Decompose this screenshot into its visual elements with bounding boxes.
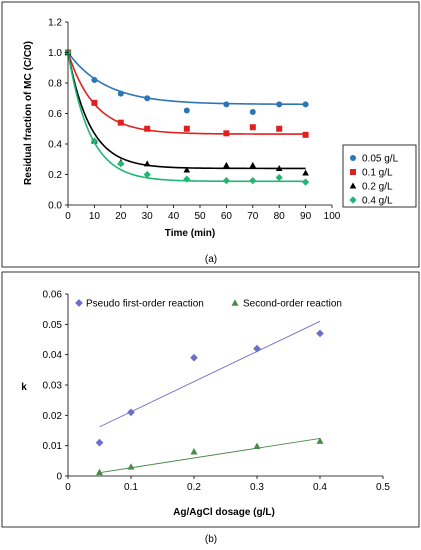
chart-a-caption: (a) (205, 254, 217, 265)
chart-b-y-tick-label: 0.02 (43, 411, 63, 422)
chart-a-data-point (276, 125, 283, 132)
chart-a-legend-label: 0.05 g/L (362, 154, 399, 165)
chart-b-y-tick-label: 0.05 (43, 320, 63, 331)
chart-a-data-point (249, 161, 257, 168)
chart-b-x-axis-title: Ag/AgCl dosage (g/L) (173, 507, 275, 518)
chart-a-x-tick-label: 10 (89, 211, 101, 222)
chart-a-y-tick-label: 0.2 (48, 170, 62, 181)
chart-b-data-point (190, 353, 198, 362)
chart-a-data-point (223, 130, 230, 137)
chart-a-x-tick-label: 80 (274, 211, 286, 222)
chart-a-x-axis-title: Time (min) (165, 228, 215, 239)
chart-b-trendline (99, 437, 321, 474)
chart-b-x-tick-label: 0.4 (313, 482, 327, 493)
chart-b-data-point (253, 344, 261, 353)
chart-a-x-tick-label: 40 (168, 211, 180, 222)
chart-b-legend-marker (231, 299, 239, 306)
chart-a-data-point (183, 107, 190, 114)
chart-b-data-point (95, 438, 104, 447)
chart-a-legend-label: 0.2 g/L (362, 182, 393, 193)
chart-a-legend-marker (350, 155, 356, 161)
chart-a-data-point (143, 170, 151, 179)
chart-a-x-tick-label: 70 (247, 211, 259, 222)
chart-a-data-point (183, 125, 190, 132)
chart-b-legend-marker (75, 299, 83, 307)
chart-a-data-point (249, 177, 257, 185)
chart-b-legend-label: Second-order reaction (243, 299, 342, 310)
chart-b-caption: (b) (205, 534, 217, 545)
chart-b-data-point (127, 408, 135, 417)
chart-a-data-point (276, 101, 283, 108)
chart-a-legend-label: 0.1 g/L (362, 168, 393, 179)
chart-b-data-point (253, 442, 261, 449)
chart-a-data-point (223, 161, 230, 168)
chart-b-data-point (316, 329, 324, 338)
chart-a-data-point (117, 119, 124, 126)
chart-b-data-point (95, 468, 104, 476)
chart-a-data-point (90, 137, 98, 145)
chart-a-x-tick-label: 0 (65, 211, 71, 222)
chart-a-data-point (302, 178, 310, 186)
chart-a-data-point (222, 177, 230, 185)
chart-b-y-tick-label: 0.06 (43, 290, 63, 301)
chart-a-legend-marker (349, 182, 357, 189)
chart-b-x-tick-label: 0.3 (250, 482, 264, 493)
chart-a-y-tick-label: 1.2 (48, 18, 62, 29)
chart-a-data-point (144, 95, 151, 102)
chart-a-y-tick-label: 0.6 (48, 109, 62, 120)
chart-b-trendline (99, 320, 321, 428)
chart-b: 0 0.1 0.2 0.3 0.4 0.5 0 0.01 0.02 0.03 0.04 0.05 0.0… (1, 271, 420, 545)
chart-a-data-point (143, 160, 151, 167)
chart-b-legend-label: Pseudo first-order reaction (86, 299, 204, 310)
chart-a-data-point (183, 166, 191, 173)
chart-a-y-tick-label: 0.0 (48, 201, 62, 212)
chart-a-x-tick-label: 100 (324, 211, 341, 222)
chart-a-data-point (302, 131, 309, 138)
chart-a: 0 10 20 30 40 50 60 70 80 90 100 0.0 0.2 0.4 0.6 0.8 1.0… (1, 1, 420, 268)
chart-a-data-point (91, 76, 98, 83)
chart-b-x-tick-label: 0.5 (376, 482, 390, 493)
chart-b-data-point (316, 437, 324, 444)
chart-a-fit-line (67, 52, 306, 135)
chart-b-data-point (190, 448, 198, 455)
chart-a-x-tick-label: 20 (115, 211, 127, 222)
chart-b-x-tick-label: 0.2 (187, 482, 201, 493)
chart-a-data-point (117, 160, 125, 168)
chart-a-data-point (249, 124, 256, 131)
chart-a-fit-line (67, 52, 306, 106)
chart-a-y-tick-label: 0.4 (48, 140, 62, 151)
chart-a-x-tick-label: 30 (142, 211, 154, 222)
chart-a-data-point (302, 169, 309, 176)
chart-a-data-point (183, 175, 191, 183)
chart-a-data-point (302, 101, 309, 108)
chart-a-legend-box (342, 144, 417, 208)
chart-a-x-tick-label: 50 (194, 211, 206, 222)
chart-b-x-tick-label: 0.1 (124, 482, 138, 493)
chart-b-y-tick-label: 0.01 (43, 441, 63, 452)
chart-a-data-point (275, 164, 283, 171)
chart-a-data-point (223, 101, 230, 108)
chart-a-legend-label: 0.4 g/L (362, 196, 393, 207)
chart-a-x-tick-label: 90 (300, 211, 312, 222)
chart-b-x-tick-label: 0 (65, 482, 71, 493)
chart-b-y-tick-label: 0.04 (43, 350, 63, 361)
chart-a-y-axis-title: Residual fraction of MC (C/C0) (23, 41, 34, 185)
chart-a-data-point (144, 125, 151, 132)
chart-a-legend-marker (350, 169, 356, 175)
chart-a-x-tick-label: 60 (221, 211, 233, 222)
chart-a-y-tick-label: 1.0 (48, 48, 62, 59)
chart-b-y-axis-title: k (21, 382, 27, 393)
chart-b-y-tick-label: 0 (56, 472, 62, 483)
chart-a-y-tick-label: 0.8 (48, 79, 62, 90)
chart-b-frame (1, 271, 420, 528)
chart-a-data-point (249, 108, 256, 115)
chart-a-legend-marker (349, 196, 357, 204)
chart-a-data-point (91, 99, 98, 106)
chart-b-data-point (127, 463, 135, 470)
chart-b-y-tick-label: 0.03 (43, 381, 63, 392)
chart-a-data-point (275, 173, 283, 182)
chart-a-data-point (117, 90, 124, 97)
